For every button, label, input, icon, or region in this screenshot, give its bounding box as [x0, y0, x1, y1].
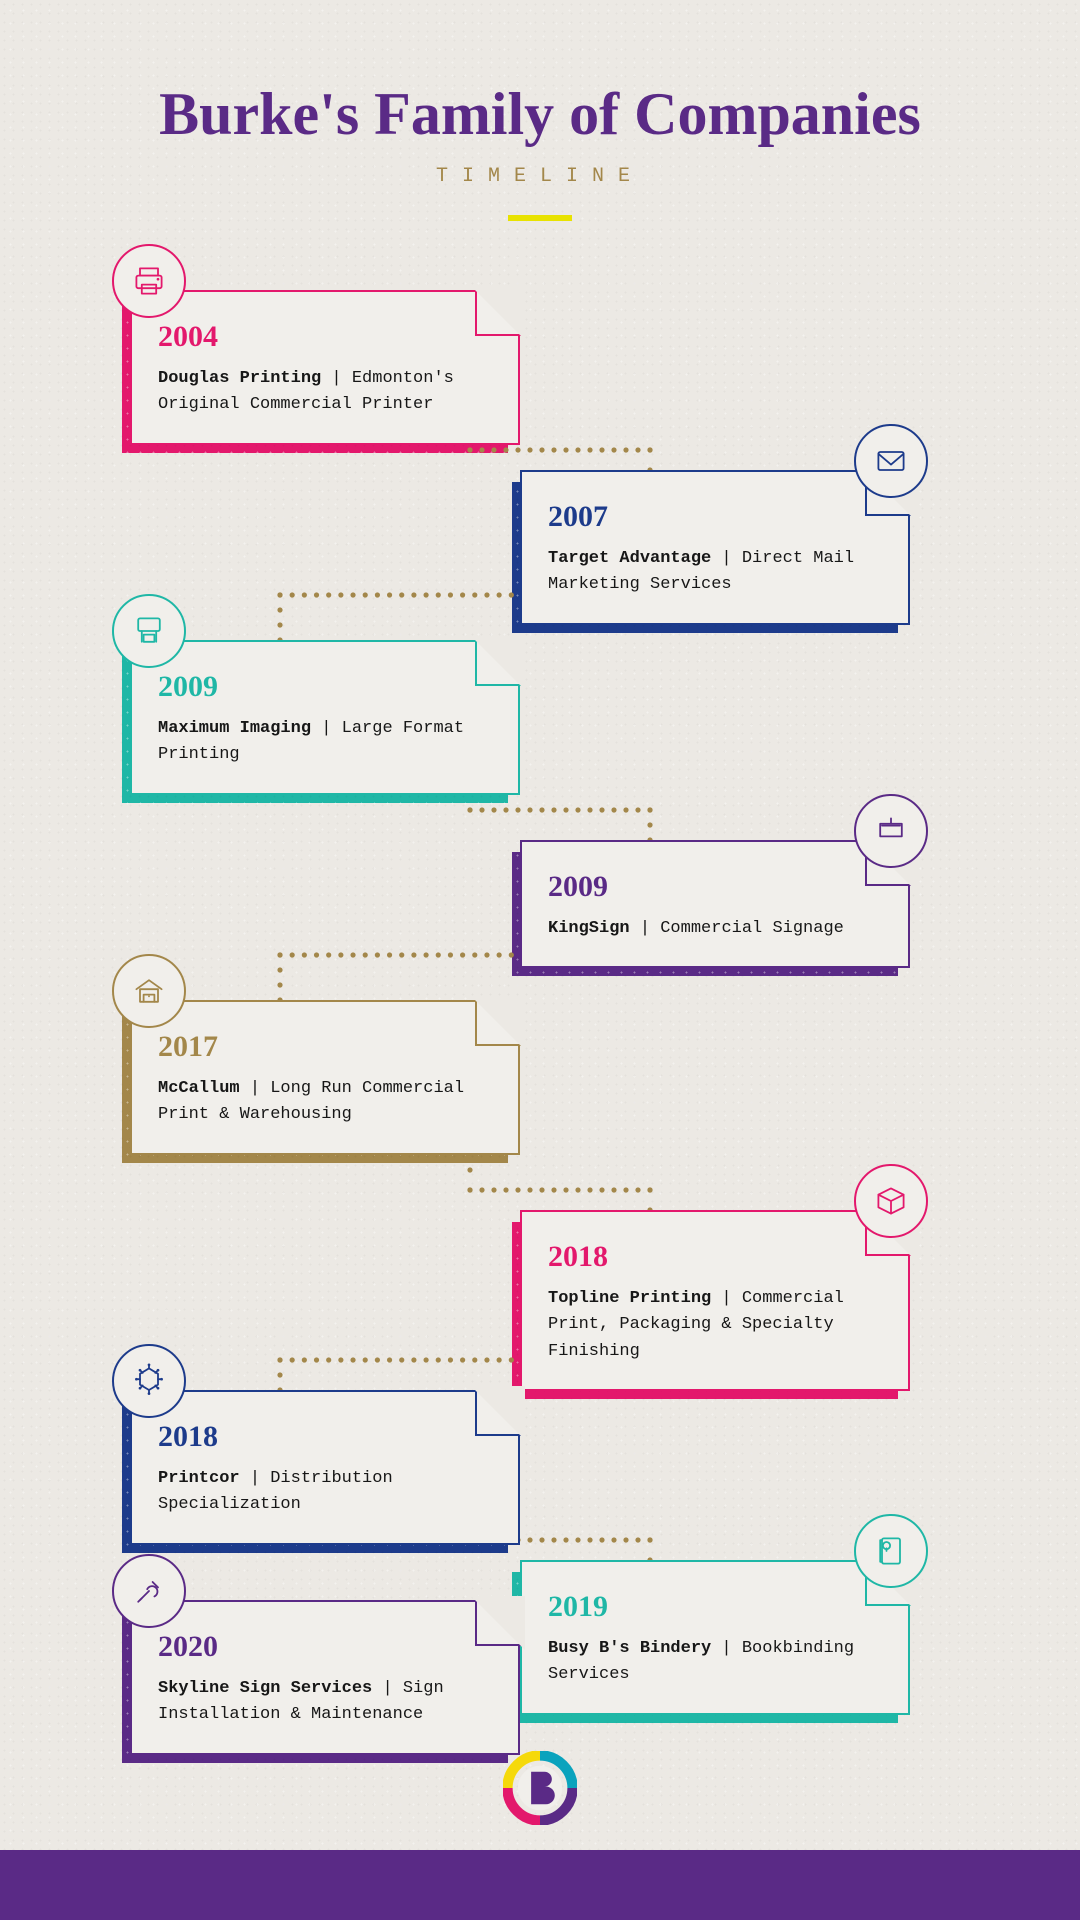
card-detail: Commercial Signage: [660, 919, 844, 938]
accent-line: [508, 215, 572, 221]
card-year: 2019: [548, 1590, 882, 1624]
distribution-icon: [112, 1344, 186, 1418]
card-description: Douglas Printing | Edmonton's Original C…: [158, 366, 492, 419]
timeline-card-maximum: 2009 Maximum Imaging | Large Format Print…: [130, 640, 520, 795]
card-description: KingSign | Commercial Signage: [548, 916, 882, 942]
timeline-card-topline: 2018 Topline Printing | Commercial Print,…: [520, 1210, 910, 1391]
page-title: Burke's Family of Companies: [0, 80, 1080, 149]
card-fold: [475, 640, 521, 686]
brand-logo: [503, 1751, 577, 1825]
card-description: Target Advantage | Direct Mail Marketing…: [548, 546, 882, 599]
book-icon: [854, 1514, 928, 1588]
card-year: 2004: [158, 320, 492, 354]
timeline-card-printcor: 2018 Printcor | Distribution Specializati…: [130, 1390, 520, 1545]
large-format-icon: [112, 594, 186, 668]
card-fold: [475, 1000, 521, 1046]
footer-bar: [0, 1850, 1080, 1920]
card-year: 2009: [548, 870, 882, 904]
card-company: Skyline Sign Services: [158, 1679, 372, 1698]
card-year: 2009: [158, 670, 492, 704]
timeline-card-target: 2007 Target Advantage | Direct Mail Marke…: [520, 470, 910, 625]
card-year: 2018: [548, 1240, 882, 1274]
card-description: Busy B's Bindery | Bookbinding Services: [548, 1636, 882, 1689]
timeline-card-skyline: 2020 Skyline Sign Services | Sign Install…: [130, 1600, 520, 1755]
card-company: KingSign: [548, 919, 630, 938]
card-fold: [475, 1390, 521, 1436]
tools-icon: [112, 1554, 186, 1628]
card-description: Skyline Sign Services | Sign Installatio…: [158, 1676, 492, 1729]
timeline-card-douglas: 2004 Douglas Printing | Edmonton's Origin…: [130, 290, 520, 445]
timeline-card-busyb: 2019 Busy B's Bindery | Bookbinding Servi…: [520, 1560, 910, 1715]
sign-icon: [854, 794, 928, 868]
card-company: Maximum Imaging: [158, 719, 311, 738]
timeline-card-kingsign: 2009 KingSign | Commercial Signage: [520, 840, 910, 968]
envelope-icon: [854, 424, 928, 498]
package-icon: [854, 1164, 928, 1238]
card-company: Douglas Printing: [158, 369, 321, 388]
card-fold: [475, 290, 521, 336]
timeline-card-mccallum: 2017 McCallum | Long Run Commercial Print…: [130, 1000, 520, 1155]
card-description: Topline Printing | Commercial Print, Pac…: [548, 1286, 882, 1365]
card-year: 2020: [158, 1630, 492, 1664]
card-description: Printcor | Distribution Specialization: [158, 1466, 492, 1519]
card-description: McCallum | Long Run Commercial Print & W…: [158, 1076, 492, 1129]
card-company: Printcor: [158, 1469, 240, 1488]
page-subtitle: TIMELINE: [0, 165, 1080, 188]
card-company: Target Advantage: [548, 549, 711, 568]
printer-icon: [112, 244, 186, 318]
card-description: Maximum Imaging | Large Format Printing: [158, 716, 492, 769]
timeline-page: Burke's Family of Companies TIMELINE 200…: [0, 0, 1080, 1920]
card-year: 2007: [548, 500, 882, 534]
card-year: 2018: [158, 1420, 492, 1454]
card-company: Topline Printing: [548, 1289, 711, 1308]
warehouse-icon: [112, 954, 186, 1028]
card-company: McCallum: [158, 1079, 240, 1098]
card-company: Busy B's Bindery: [548, 1639, 711, 1658]
card-year: 2017: [158, 1030, 492, 1064]
card-fold: [475, 1600, 521, 1646]
